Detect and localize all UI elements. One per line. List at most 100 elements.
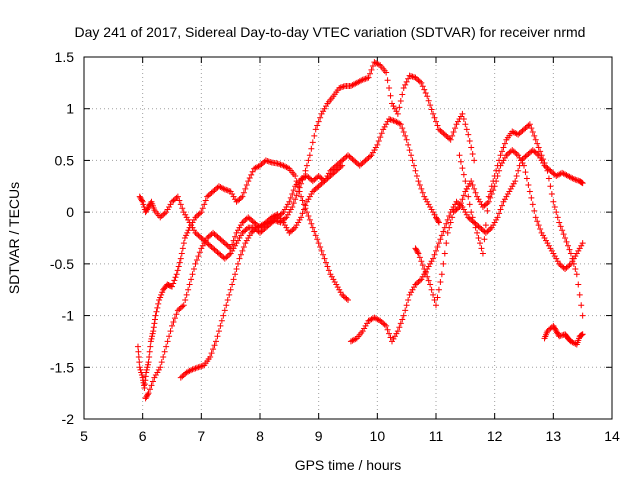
interp-point-track-c xyxy=(416,181,423,188)
interp-point-track-a xyxy=(191,216,197,223)
data-point-track-e xyxy=(506,188,513,195)
data-point-track-a xyxy=(274,160,281,167)
interp-point-track-f xyxy=(531,207,538,214)
interp-point-track-c xyxy=(170,197,177,204)
data-point-track-b xyxy=(218,317,225,324)
interp-point-track-e xyxy=(408,289,415,296)
data-point-track-b xyxy=(359,76,366,83)
interp-point-track-c xyxy=(433,215,440,222)
interp-point-track-a xyxy=(170,280,177,287)
interp-point-track-f xyxy=(512,149,519,156)
interp-point-track-a xyxy=(284,164,291,171)
data-point-track-c xyxy=(315,172,322,179)
interp-point-track-e xyxy=(352,336,359,343)
data-point-track-b xyxy=(295,188,302,195)
interp-point-track-d xyxy=(196,249,203,256)
interp-point-track-a xyxy=(144,361,151,368)
data-point-track-d xyxy=(298,214,305,221)
data-point-track-c xyxy=(286,198,293,205)
data-point-track-b xyxy=(336,85,343,92)
x-tick-label: 8 xyxy=(256,428,264,444)
interp-point-track-c xyxy=(287,194,294,201)
interp-point-track-e xyxy=(433,247,439,254)
data-point-track-e xyxy=(512,178,519,185)
interp-point-track-a xyxy=(331,278,338,285)
interp-point-track-b xyxy=(237,251,244,258)
series-track-d xyxy=(142,162,346,402)
interp-point-track-d xyxy=(295,219,302,226)
data-point-track-a xyxy=(239,193,246,200)
interp-point-track-b xyxy=(425,97,432,104)
interp-point-track-c xyxy=(254,227,261,234)
interp-point-track-c xyxy=(242,227,249,234)
data-point-track-c xyxy=(421,193,428,200)
interp-point-track-f xyxy=(563,264,570,271)
interp-point-track-b xyxy=(397,97,404,104)
interp-point-track-b xyxy=(287,206,294,213)
interp-point-track-d xyxy=(188,276,195,283)
interp-point-track-b xyxy=(364,75,371,82)
interp-point-track-a xyxy=(211,187,218,194)
interp-point-track-c xyxy=(232,242,239,249)
interp-point-track-f xyxy=(455,205,461,212)
interp-point-track-e xyxy=(399,316,406,323)
data-point-track-d xyxy=(174,307,181,314)
interp-point-track-c xyxy=(182,211,189,218)
data-point-track-e xyxy=(383,322,390,329)
interp-point-track-f xyxy=(501,154,508,161)
data-point-track-c xyxy=(386,116,393,123)
data-point-track-f xyxy=(526,188,533,195)
interp-point-track-b xyxy=(419,83,426,90)
interp-point-track-a xyxy=(207,191,214,198)
interp-point-track-a xyxy=(324,263,331,270)
interp-point-track-c xyxy=(195,232,202,239)
interp-point-track-c xyxy=(422,196,429,203)
interp-point-track-h xyxy=(554,329,560,336)
data-point-track-c xyxy=(303,172,310,179)
interp-point-track-b xyxy=(320,108,327,115)
interp-point-track-f xyxy=(535,222,542,229)
interp-point-track-a xyxy=(135,348,142,355)
data-point-track-c xyxy=(227,250,234,257)
data-point-track-a xyxy=(181,235,188,241)
interp-point-track-d xyxy=(207,232,214,239)
interp-point-track-b xyxy=(402,81,409,88)
data-point-track-g xyxy=(474,229,481,236)
interp-point-track-e xyxy=(444,216,451,223)
interp-point-track-d xyxy=(323,176,329,183)
interp-point-track-d xyxy=(308,191,315,198)
data-point-track-d xyxy=(186,281,193,288)
data-point-track-g xyxy=(573,271,580,278)
interp-point-track-a xyxy=(334,284,341,291)
data-point-track-f xyxy=(515,152,522,159)
data-point-track-e xyxy=(482,229,489,236)
interp-point-track-f xyxy=(482,201,489,208)
interp-point-track-e xyxy=(578,179,585,186)
interp-point-track-e xyxy=(425,263,432,270)
x-tick-label: 10 xyxy=(370,428,386,444)
interp-point-track-c xyxy=(371,147,378,154)
interp-point-track-g xyxy=(528,125,535,132)
data-point-track-f xyxy=(412,245,419,252)
interp-point-track-f xyxy=(430,291,437,298)
data-point-track-c xyxy=(215,250,222,257)
data-point-track-c xyxy=(415,178,422,185)
plot-frame xyxy=(83,56,613,420)
interp-point-track-b xyxy=(243,237,250,244)
interp-point-track-d xyxy=(317,181,324,188)
data-point-track-b xyxy=(189,366,196,373)
data-point-track-a xyxy=(257,162,263,169)
interp-point-track-e xyxy=(380,320,387,327)
data-point-track-c xyxy=(157,214,164,221)
interp-point-track-e xyxy=(368,316,375,323)
data-point-track-e xyxy=(488,224,495,231)
interp-point-track-g xyxy=(529,128,536,135)
interp-point-track-e xyxy=(443,220,450,227)
data-point-track-b xyxy=(424,93,431,100)
y-tick-label: -1.5 xyxy=(50,359,74,375)
data-point-track-h xyxy=(553,328,560,335)
interp-point-track-d xyxy=(177,304,184,311)
data-point-track-c xyxy=(333,162,340,169)
interp-point-track-d xyxy=(235,227,241,234)
data-point-track-b xyxy=(418,79,425,86)
